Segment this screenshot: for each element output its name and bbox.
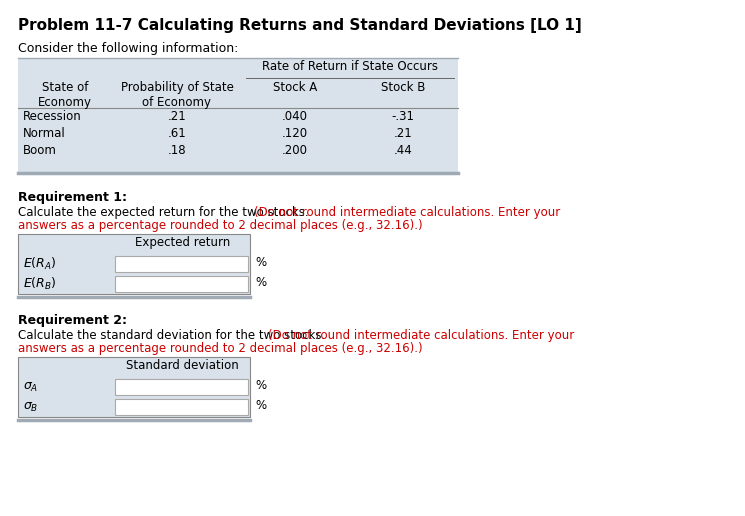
Bar bbox=[115, 379, 248, 395]
Bar bbox=[18, 254, 250, 274]
Text: Rate of Return if State Occurs: Rate of Return if State Occurs bbox=[262, 60, 438, 73]
Bar bbox=[18, 357, 250, 377]
Text: $\sigma_B$: $\sigma_B$ bbox=[23, 400, 39, 413]
Text: State of
Economy: State of Economy bbox=[38, 81, 92, 109]
Bar bbox=[18, 234, 250, 254]
Text: Stock A: Stock A bbox=[273, 81, 317, 94]
Text: $E(R_B)$: $E(R_B)$ bbox=[23, 276, 57, 292]
Text: .120: .120 bbox=[282, 127, 308, 140]
Text: (Do not round intermediate calculations. Enter your: (Do not round intermediate calculations.… bbox=[254, 206, 560, 219]
Text: answers as a percentage rounded to 2 decimal places (e.g., 32.16).): answers as a percentage rounded to 2 dec… bbox=[18, 342, 422, 355]
Text: Recession: Recession bbox=[23, 110, 82, 123]
Bar bbox=[115, 256, 248, 272]
Text: %: % bbox=[255, 256, 266, 269]
Text: %: % bbox=[255, 379, 266, 392]
Bar bbox=[115, 276, 248, 292]
Text: Requirement 2:: Requirement 2: bbox=[18, 314, 127, 327]
Text: Calculate the expected return for the two stocks.: Calculate the expected return for the tw… bbox=[18, 206, 312, 219]
Text: Boom: Boom bbox=[23, 144, 57, 157]
Text: Problem 11-7 Calculating Returns and Standard Deviations [LO 1]: Problem 11-7 Calculating Returns and Sta… bbox=[18, 18, 582, 33]
Text: Probability of State
of Economy: Probability of State of Economy bbox=[121, 81, 233, 109]
Text: Expected return: Expected return bbox=[135, 236, 230, 249]
Text: $E(R_A)$: $E(R_A)$ bbox=[23, 256, 57, 272]
Text: .21: .21 bbox=[168, 110, 186, 123]
Text: Consider the following information:: Consider the following information: bbox=[18, 42, 238, 55]
Text: .61: .61 bbox=[168, 127, 186, 140]
Bar bbox=[18, 234, 250, 294]
Text: -.31: -.31 bbox=[392, 110, 414, 123]
Text: %: % bbox=[255, 276, 266, 289]
Text: .040: .040 bbox=[282, 110, 308, 123]
Text: .44: .44 bbox=[393, 144, 413, 157]
Bar bbox=[18, 58, 458, 173]
Text: %: % bbox=[255, 399, 266, 412]
Bar bbox=[18, 397, 250, 417]
Bar bbox=[18, 357, 250, 417]
Text: Requirement 1:: Requirement 1: bbox=[18, 191, 127, 204]
Text: Stock B: Stock B bbox=[381, 81, 425, 94]
Text: .18: .18 bbox=[168, 144, 186, 157]
Text: (Do not round intermediate calculations. Enter your: (Do not round intermediate calculations.… bbox=[268, 329, 574, 342]
Text: Normal: Normal bbox=[23, 127, 66, 140]
Bar bbox=[18, 274, 250, 294]
Text: Calculate the standard deviation for the two stocks.: Calculate the standard deviation for the… bbox=[18, 329, 329, 342]
Text: answers as a percentage rounded to 2 decimal places (e.g., 32.16).): answers as a percentage rounded to 2 dec… bbox=[18, 219, 422, 232]
Text: .200: .200 bbox=[282, 144, 308, 157]
Text: Standard deviation: Standard deviation bbox=[126, 359, 239, 372]
Bar bbox=[115, 399, 248, 415]
Text: .21: .21 bbox=[393, 127, 413, 140]
Text: $\sigma_A$: $\sigma_A$ bbox=[23, 380, 38, 394]
Bar bbox=[18, 377, 250, 397]
